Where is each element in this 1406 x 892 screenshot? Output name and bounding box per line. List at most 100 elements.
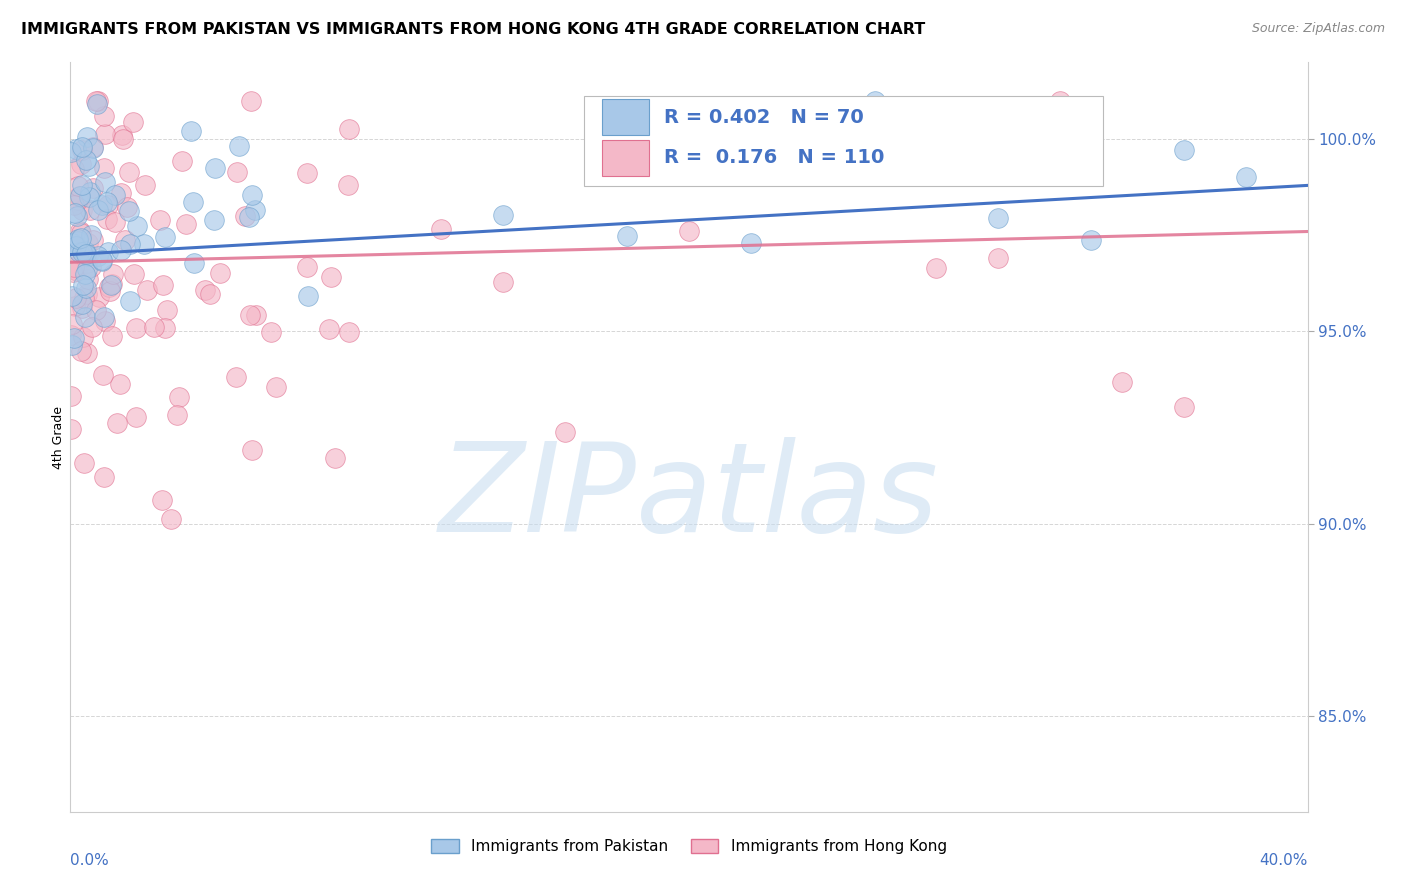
Point xyxy=(70,178,93,192)
Point xyxy=(134,237,156,252)
Point xyxy=(70,301,93,315)
Point xyxy=(67,189,90,203)
Point xyxy=(69,224,91,238)
Point xyxy=(86,97,108,112)
Point xyxy=(111,128,134,143)
Text: 0.0%: 0.0% xyxy=(70,853,110,868)
Point xyxy=(72,202,94,217)
Point xyxy=(321,269,343,284)
Point xyxy=(91,368,114,383)
Point xyxy=(264,380,287,394)
Point xyxy=(125,409,148,424)
Point xyxy=(75,281,97,295)
Point xyxy=(67,234,90,248)
Text: 40.0%: 40.0% xyxy=(1260,853,1308,868)
Text: IMMIGRANTS FROM PAKISTAN VS IMMIGRANTS FROM HONG KONG 4TH GRADE CORRELATION CHAR: IMMIGRANTS FROM PAKISTAN VS IMMIGRANTS F… xyxy=(21,22,925,37)
Point xyxy=(554,425,576,440)
Point xyxy=(492,275,515,289)
Point xyxy=(60,235,83,250)
Point xyxy=(77,235,100,250)
Point xyxy=(69,344,91,359)
Point xyxy=(117,200,139,214)
Point xyxy=(93,161,115,175)
Point xyxy=(84,303,107,318)
Text: ZIPatlas: ZIPatlas xyxy=(439,436,939,558)
Point xyxy=(110,186,132,201)
Point xyxy=(297,165,319,179)
Point xyxy=(73,310,96,325)
Point xyxy=(156,303,179,318)
Point xyxy=(323,450,346,465)
Point xyxy=(63,161,86,176)
Point xyxy=(110,243,132,257)
Point xyxy=(153,229,176,244)
Point xyxy=(84,94,107,108)
Point xyxy=(240,187,263,202)
Point xyxy=(59,422,82,436)
Point xyxy=(183,256,205,270)
Point xyxy=(65,142,87,156)
Point xyxy=(987,211,1010,225)
Point xyxy=(159,512,181,526)
Point xyxy=(118,204,141,219)
Point xyxy=(180,124,202,138)
Point xyxy=(104,215,127,229)
Point xyxy=(337,325,360,339)
Point xyxy=(863,94,886,108)
Point xyxy=(93,470,115,484)
Point xyxy=(297,289,319,303)
Point xyxy=(66,209,89,223)
Point xyxy=(1080,233,1102,247)
Point xyxy=(65,205,87,219)
Point xyxy=(678,224,700,238)
Point xyxy=(80,260,103,274)
Point xyxy=(238,210,260,224)
Point xyxy=(70,296,93,310)
Point xyxy=(75,247,97,261)
Point xyxy=(118,293,141,308)
Point xyxy=(233,210,256,224)
Point xyxy=(76,249,98,263)
Point xyxy=(96,195,118,210)
Point xyxy=(82,233,104,247)
Point xyxy=(93,109,115,123)
Point xyxy=(93,175,115,189)
Point xyxy=(122,267,145,281)
Point xyxy=(198,287,221,301)
Point xyxy=(66,247,89,261)
Point xyxy=(60,338,83,352)
Point xyxy=(60,389,83,403)
Point xyxy=(225,165,247,179)
Point xyxy=(98,284,121,298)
Point xyxy=(79,159,101,173)
Point xyxy=(86,94,108,108)
Point xyxy=(75,153,97,167)
Point xyxy=(492,208,515,222)
Point xyxy=(90,254,112,268)
Point xyxy=(245,308,267,322)
Point xyxy=(97,198,120,212)
Point xyxy=(987,252,1010,266)
Point xyxy=(118,236,141,251)
Point xyxy=(67,232,90,246)
Point xyxy=(76,287,98,301)
Point xyxy=(73,456,96,470)
Point xyxy=(91,198,114,212)
Point xyxy=(82,181,104,195)
Point xyxy=(82,141,104,155)
Point xyxy=(243,202,266,217)
Point xyxy=(66,264,89,278)
Point xyxy=(1234,169,1257,184)
Point xyxy=(238,308,260,322)
Point xyxy=(259,325,281,339)
Point xyxy=(925,261,948,276)
FancyBboxPatch shape xyxy=(602,99,650,135)
Point xyxy=(172,153,194,168)
Point xyxy=(87,290,110,304)
Point xyxy=(79,202,101,217)
Point xyxy=(93,310,115,324)
Point xyxy=(97,244,120,259)
Point xyxy=(209,266,232,280)
Point xyxy=(239,94,262,108)
Point xyxy=(318,321,340,335)
